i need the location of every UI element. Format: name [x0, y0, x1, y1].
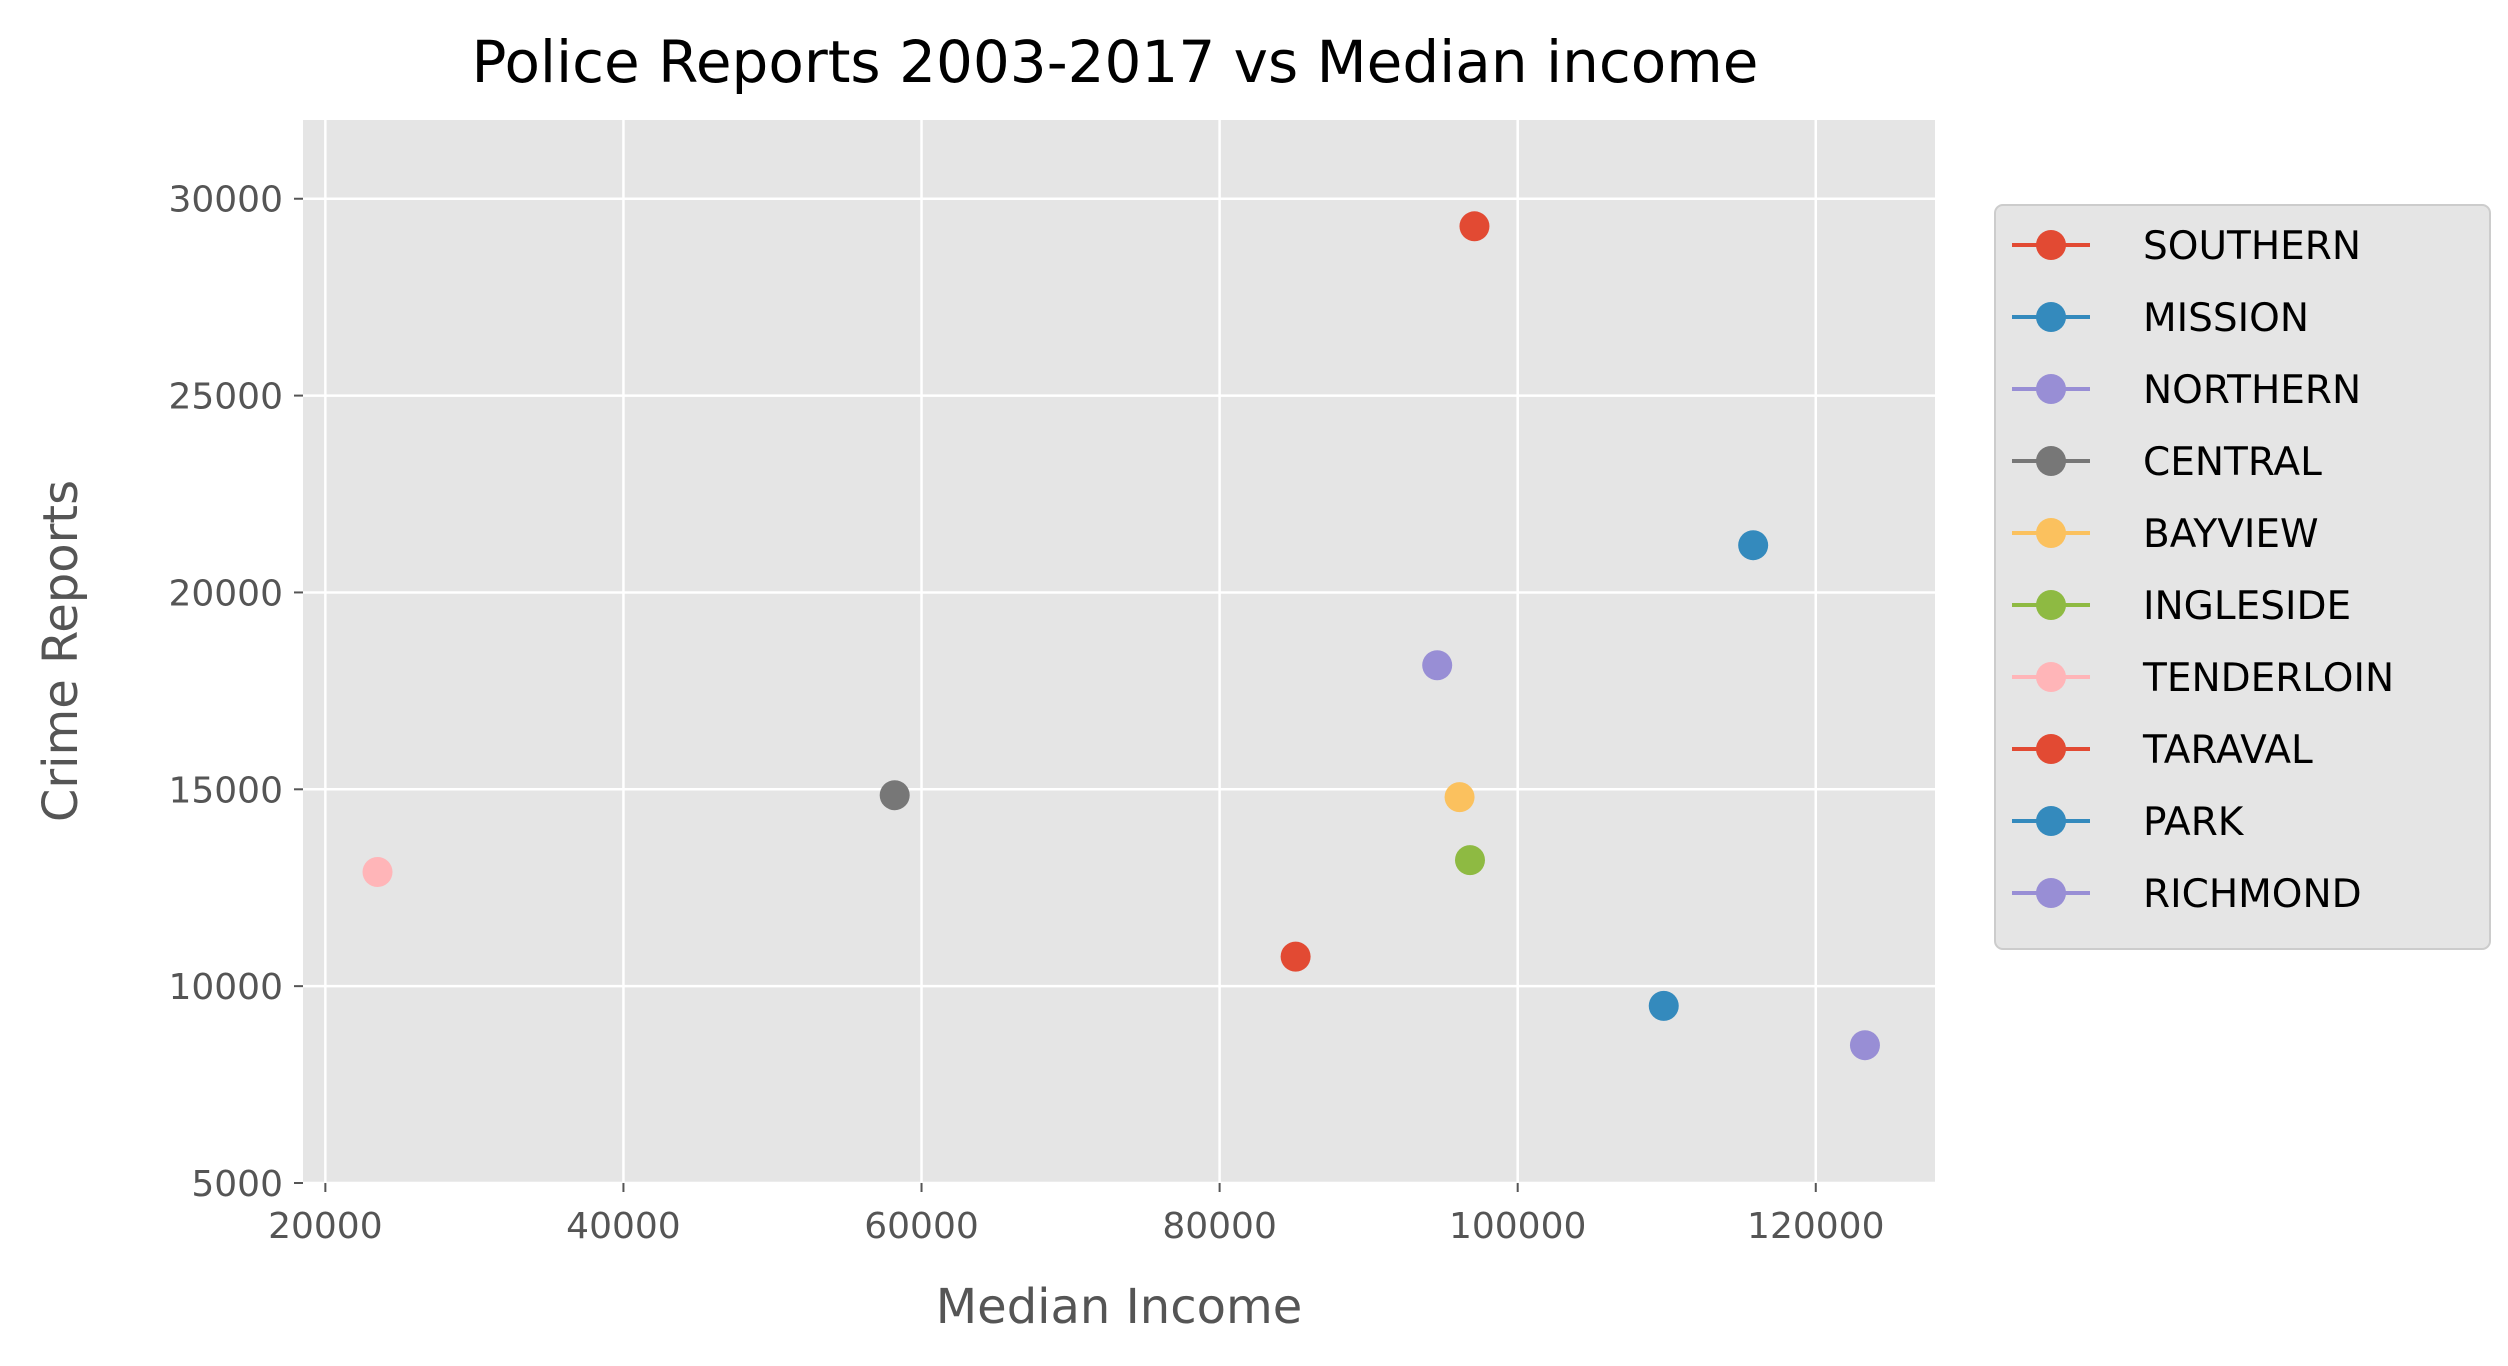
legend-label-central: CENTRAL [2143, 440, 2322, 485]
axis-layer: 20000 40000 60000 80000 100000 120000 5000 1000… [168, 180, 1884, 1247]
x-tick-label: 60000 [864, 1206, 979, 1247]
y-tick-label: 5000 [191, 1164, 283, 1205]
legend-marker [2036, 806, 2066, 836]
y-tick-label: 10000 [168, 967, 283, 1008]
grid-layer [303, 120, 1935, 1185]
legend-label-mission: MISSION [2143, 296, 2309, 341]
legend-marker [2036, 446, 2066, 476]
y-tick-label: 30000 [168, 180, 283, 221]
legend-label-southern: SOUTHERN [2143, 224, 2361, 269]
x-axis-title: Median Income [936, 1279, 1302, 1335]
data-point-ingleside [1454, 845, 1485, 876]
y-tick-label: 15000 [168, 770, 283, 811]
data-point-central [879, 780, 910, 811]
plot-area [303, 120, 1935, 1183]
legend-label-tenderloin: TENDERLOIN [2142, 656, 2394, 701]
chart-title: Police Reports 2003-2017 vs Median incom… [472, 28, 1759, 96]
legend-label-park: PARK [2143, 800, 2245, 845]
x-tick-label: 20000 [268, 1206, 383, 1247]
data-point-taraval [1280, 941, 1311, 972]
y-axis-title: Crime Reports [33, 480, 89, 822]
legend-label-bayview: BAYVIEW [2143, 512, 2319, 557]
data-point-mission [1738, 530, 1769, 561]
legend-marker [2036, 590, 2066, 620]
legend-label-northern: NORTHERN [2143, 368, 2361, 413]
legend-marker [2036, 230, 2066, 260]
data-point-southern [1459, 211, 1490, 242]
legend-label-richmond: RICHMOND [2143, 872, 2362, 917]
legend-label-ingleside: INGLESIDE [2143, 584, 2351, 629]
data-point-tenderloin [362, 856, 393, 887]
y-tick-label: 20000 [168, 573, 283, 614]
data-point-bayview [1444, 782, 1475, 813]
x-tick-label: 40000 [566, 1206, 681, 1247]
data-point-park [1648, 990, 1679, 1021]
y-tick-label: 25000 [168, 377, 283, 418]
legend: SOUTHERN MISSION NORTHERN CENTRAL BAYVIEW ING… [1994, 204, 2491, 950]
legend-marker [2036, 734, 2066, 764]
data-point-northern [1422, 650, 1453, 681]
legend-label-taraval: TARAVAL [2142, 728, 2313, 773]
legend-marker [2036, 878, 2066, 908]
x-tick-label: 120000 [1747, 1206, 1884, 1247]
legend-marker [2036, 518, 2066, 548]
data-point-richmond [1849, 1030, 1880, 1061]
legend-marker [2036, 374, 2066, 404]
points-layer [362, 211, 1880, 1061]
legend-marker [2036, 302, 2066, 332]
legend-box [1994, 204, 2491, 950]
legend-marker [2036, 662, 2066, 692]
x-tick-label: 100000 [1449, 1206, 1586, 1247]
x-tick-label: 80000 [1162, 1206, 1277, 1247]
